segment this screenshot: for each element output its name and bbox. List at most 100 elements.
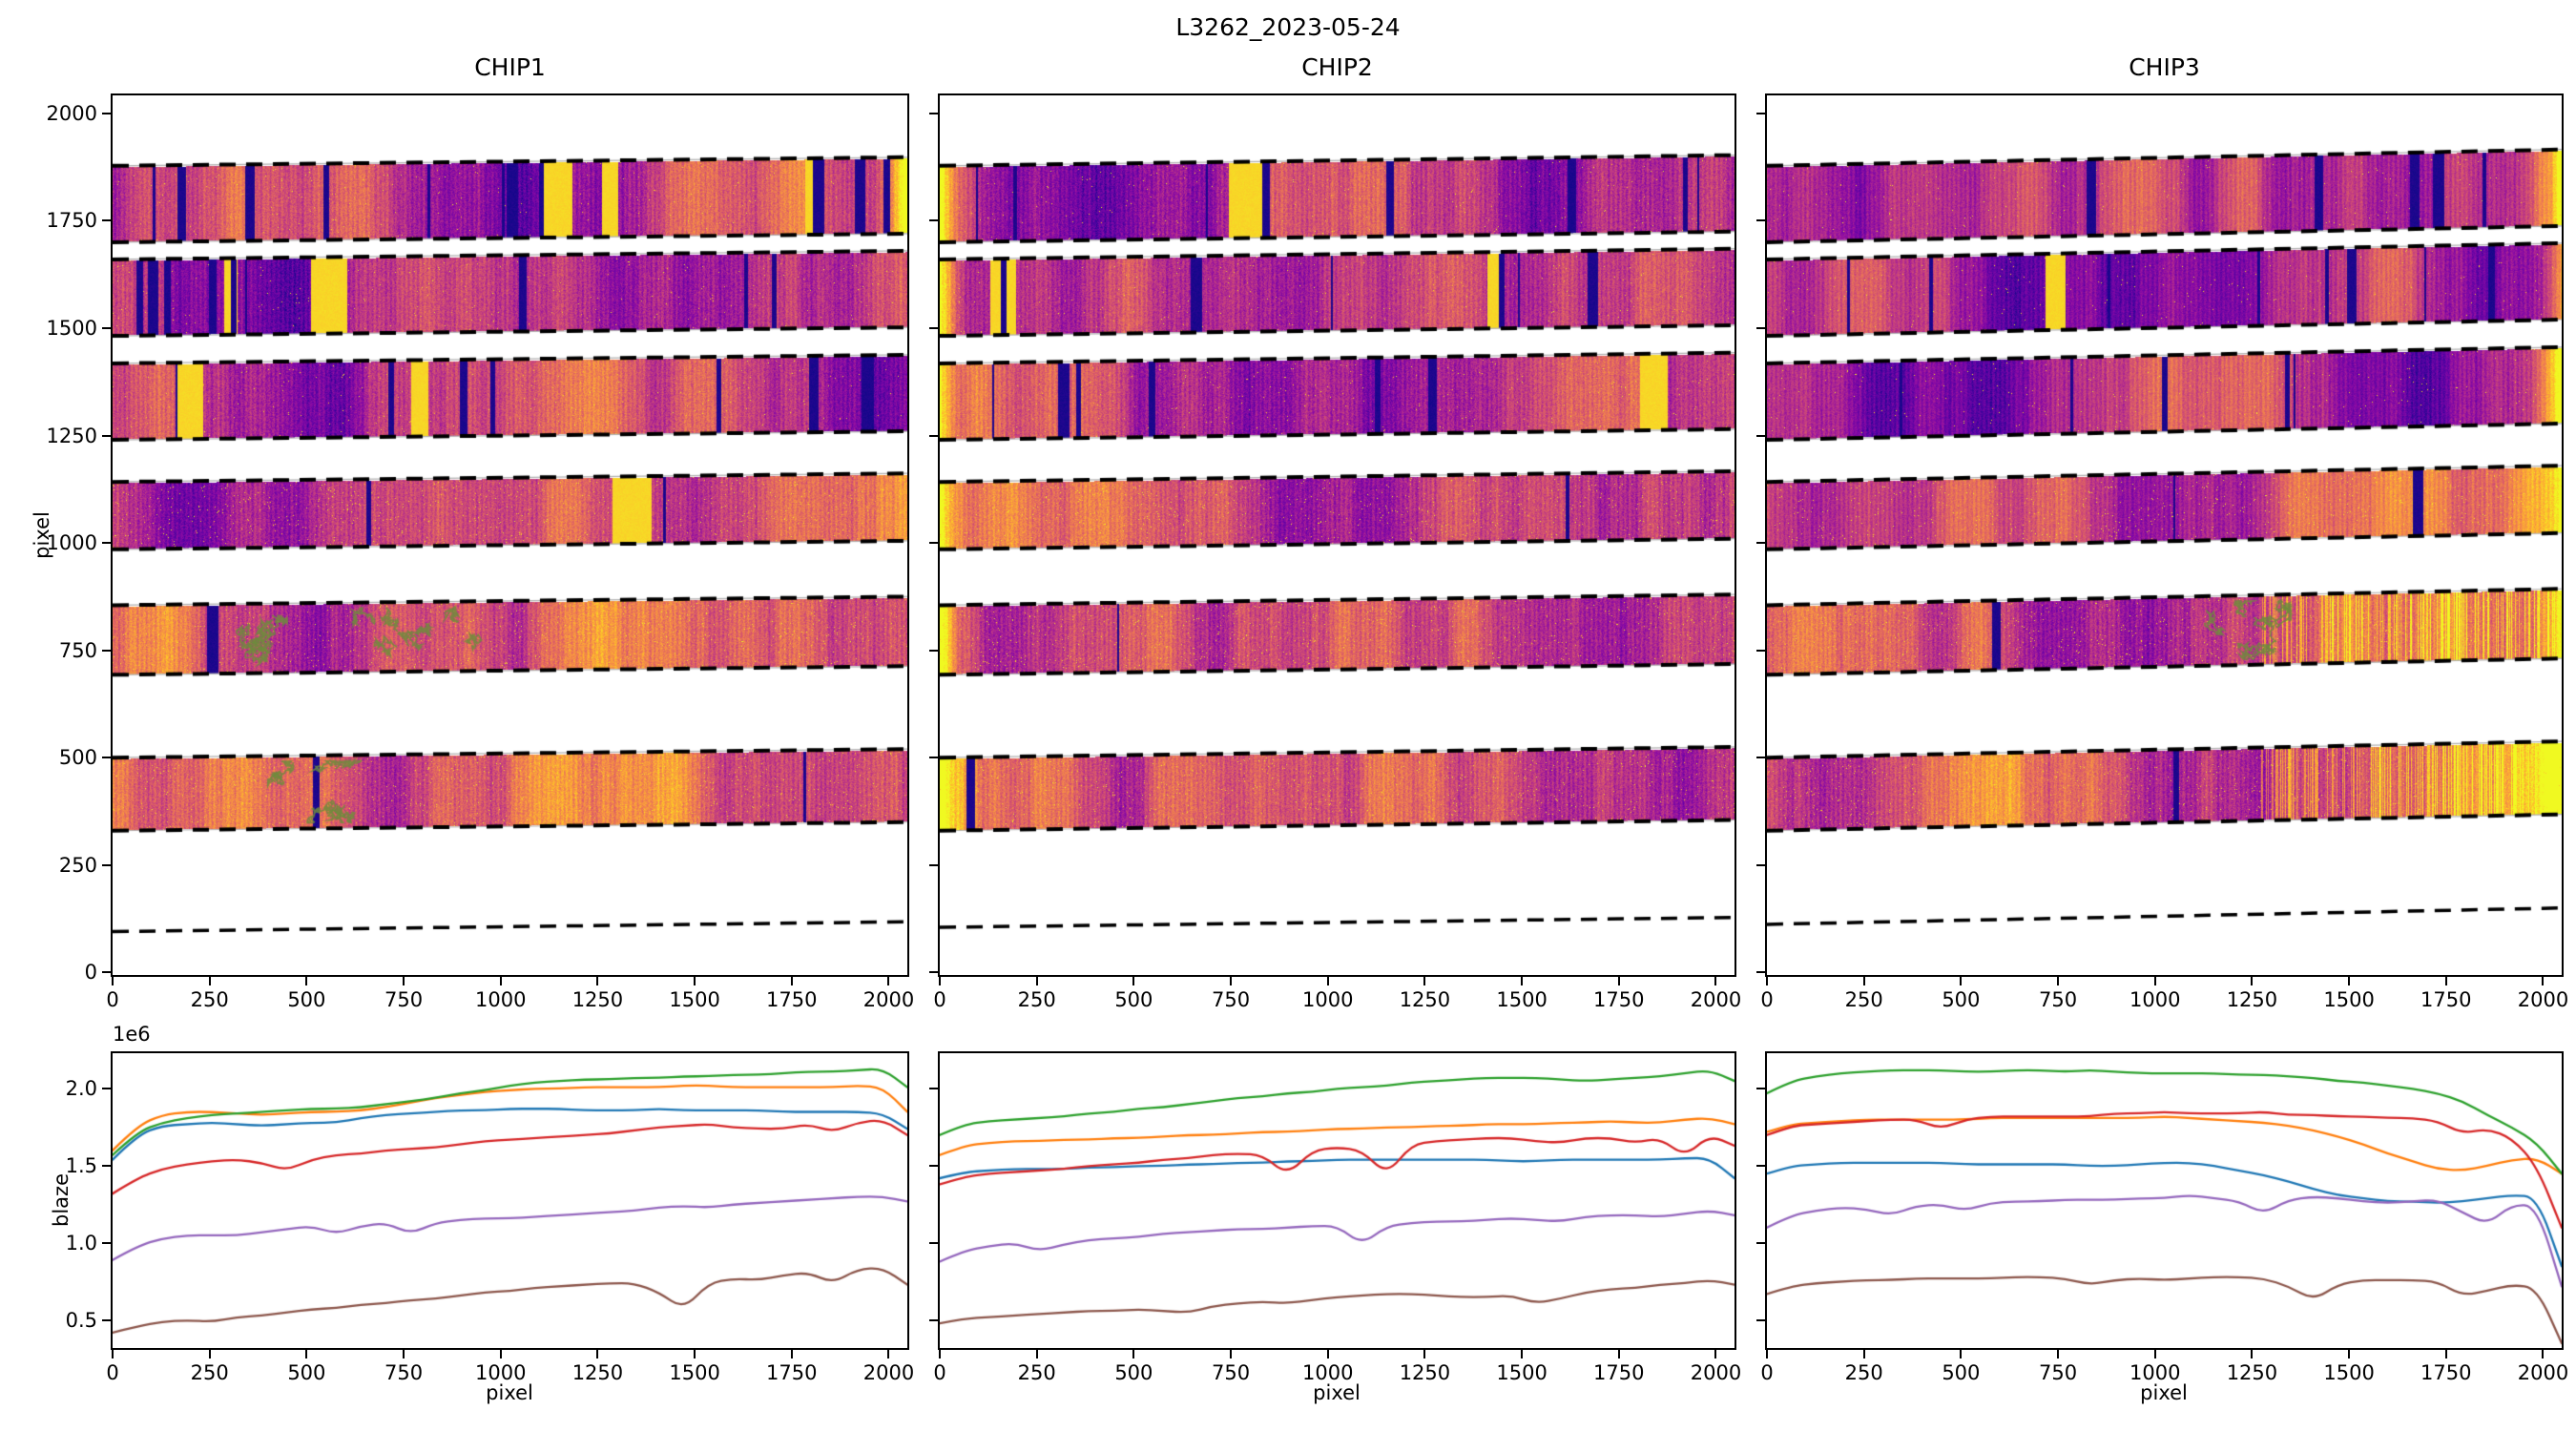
x-tick-label: 2000 — [1690, 1361, 1742, 1384]
x-tick — [1132, 977, 1135, 985]
y-tick — [102, 219, 111, 222]
x-tick — [596, 1350, 599, 1358]
x-tick-label: 1250 — [571, 1361, 624, 1384]
x-tick — [112, 977, 114, 985]
x-tick — [1714, 1350, 1717, 1358]
chip1-blaze-plot — [113, 1053, 907, 1348]
y-tick — [102, 757, 111, 759]
x-tick — [2542, 977, 2545, 985]
y-tick — [1756, 1088, 1765, 1090]
x-tick — [499, 977, 502, 985]
y-tick — [1756, 1318, 1765, 1321]
y-tick — [102, 863, 111, 866]
x-tick-label: 750 — [2039, 1361, 2078, 1384]
x-tick-label: 2000 — [2517, 1361, 2569, 1384]
x-tick — [694, 1350, 696, 1358]
x-tick — [694, 977, 696, 985]
x-tick-label: 250 — [190, 1361, 229, 1384]
x-tick-label: 750 — [384, 1361, 424, 1384]
x-tick-label: 1250 — [571, 988, 624, 1011]
x-tick-label: 0 — [106, 988, 119, 1011]
x-tick-label: 0 — [1760, 1361, 1774, 1384]
x-tick-label: 2000 — [862, 1361, 915, 1384]
y-tick — [102, 434, 111, 437]
x-tick — [1230, 977, 1233, 985]
x-tick — [112, 1350, 114, 1358]
chip2-detector-image — [940, 95, 1735, 975]
chip3-detector-image — [1767, 95, 2562, 975]
x-tick-label: 0 — [1760, 988, 1774, 1011]
x-tick-label: 500 — [287, 1361, 326, 1384]
y-tick — [102, 649, 111, 652]
x-tick-label: 500 — [1942, 1361, 1981, 1384]
x-tick — [2348, 1350, 2351, 1358]
y-tick — [102, 112, 111, 114]
y-axis-offset-text: 1e6 — [113, 1023, 151, 1046]
x-tick — [887, 1350, 890, 1358]
y-tick — [929, 863, 938, 866]
y-tick-label: 2.0 — [65, 1077, 97, 1101]
x-tick — [305, 1350, 308, 1358]
x-tick-label: 1000 — [1302, 988, 1354, 1011]
chip3-image-axes — [1765, 93, 2564, 977]
x-tick — [1617, 977, 1620, 985]
x-tick — [208, 977, 211, 985]
x-tick-label: 1500 — [2323, 1361, 2375, 1384]
x-tick-label: 2000 — [862, 988, 915, 1011]
x-tick — [403, 1350, 405, 1358]
x-tick — [1521, 977, 1524, 985]
x-tick-label: 750 — [384, 988, 424, 1011]
chip2-x-axis-label: pixel — [1313, 1381, 1361, 1404]
x-tick — [208, 1350, 211, 1358]
x-tick — [1035, 1350, 1038, 1358]
x-tick — [305, 977, 308, 985]
x-tick-label: 1750 — [1593, 1361, 1645, 1384]
x-tick-label: 1750 — [2420, 1361, 2472, 1384]
x-tick-label: 2000 — [2517, 988, 2569, 1011]
x-tick-label: 1250 — [2226, 1361, 2278, 1384]
x-tick-label: 1250 — [2226, 988, 2278, 1011]
y-tick — [102, 542, 111, 545]
x-tick-label: 250 — [190, 988, 229, 1011]
x-tick-label: 0 — [933, 988, 946, 1011]
x-tick-label: 1750 — [766, 1361, 818, 1384]
y-tick — [102, 327, 111, 329]
y-tick — [929, 327, 938, 329]
y-tick-label: 2000 — [46, 101, 97, 125]
y-tick — [1756, 327, 1765, 329]
x-tick — [499, 1350, 502, 1358]
y-tick-label: 1000 — [46, 531, 97, 555]
y-tick-label: 1750 — [46, 209, 97, 233]
x-tick-label: 250 — [1017, 988, 1056, 1011]
x-tick-label: 1250 — [1399, 988, 1451, 1011]
y-tick — [102, 1088, 111, 1090]
y-tick-label: 0 — [84, 961, 97, 985]
x-tick-label: 500 — [1942, 988, 1981, 1011]
x-tick-label: 1000 — [2129, 988, 2181, 1011]
y-tick — [929, 649, 938, 652]
chip2-title: CHIP2 — [1301, 53, 1373, 81]
y-tick-label: 500 — [58, 746, 97, 770]
y-tick-label: 750 — [58, 638, 97, 662]
x-tick-label: 1750 — [2420, 988, 2472, 1011]
x-tick — [1766, 977, 1768, 985]
x-tick-label: 250 — [1017, 1361, 1056, 1384]
x-tick — [1423, 977, 1426, 985]
x-tick-label: 750 — [1212, 988, 1251, 1011]
y-tick — [929, 112, 938, 114]
x-tick — [2153, 977, 2156, 985]
x-tick-label: 500 — [287, 988, 326, 1011]
x-tick — [1423, 1350, 1426, 1358]
x-tick — [2348, 977, 2351, 985]
x-tick — [1862, 1350, 1865, 1358]
y-tick — [1756, 219, 1765, 222]
x-tick — [1035, 977, 1038, 985]
x-tick-label: 1000 — [475, 1361, 527, 1384]
chip2-image-axes — [938, 93, 1736, 977]
chip3-blaze-axes — [1765, 1051, 2564, 1350]
y-tick — [1756, 1165, 1765, 1168]
y-tick-label: 1.5 — [65, 1154, 97, 1178]
x-tick-label: 0 — [933, 1361, 946, 1384]
x-tick — [2057, 977, 2060, 985]
